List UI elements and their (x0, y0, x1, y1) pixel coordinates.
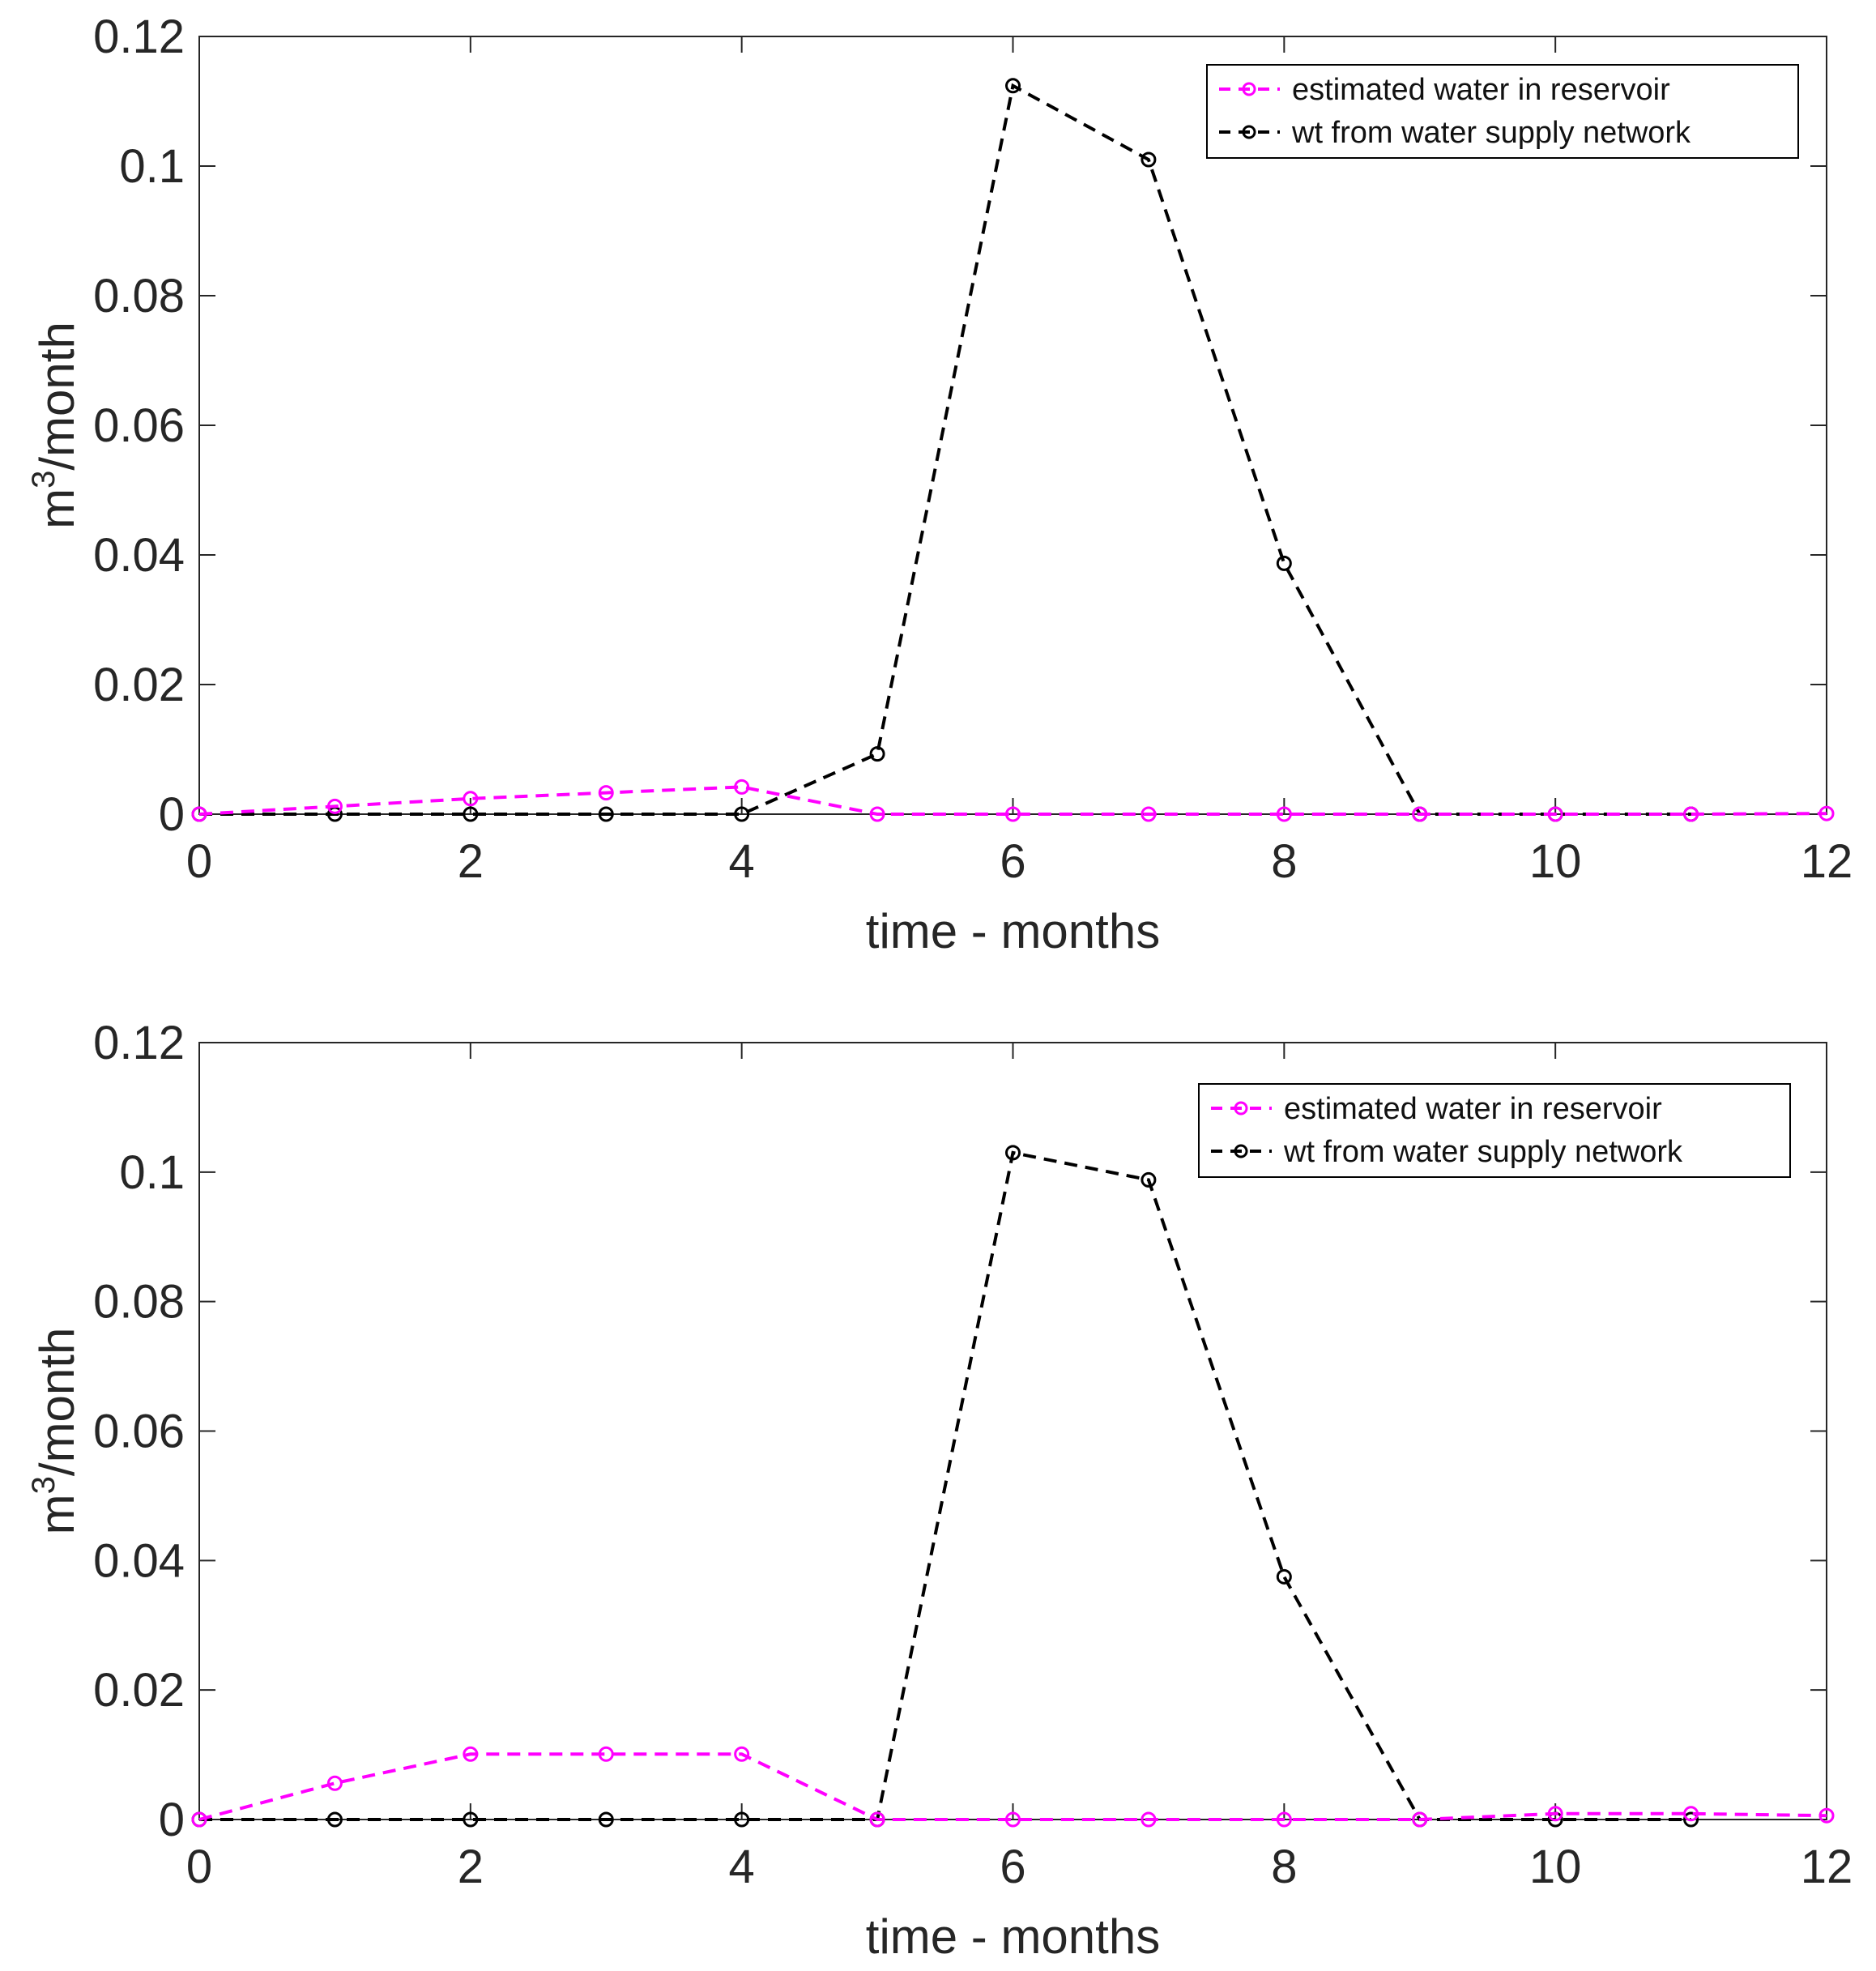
y-tick-label: 0.08 (93, 270, 185, 322)
x-tick-label: 4 (729, 1841, 755, 1893)
y-tick-label: 0.12 (93, 1017, 185, 1069)
data-point (598, 785, 614, 801)
y-axis-label-base: m (30, 488, 84, 529)
x-tick-label: 12 (1801, 835, 1853, 888)
data-point (1818, 1807, 1835, 1824)
data-point (326, 1811, 343, 1828)
data-point (869, 1811, 885, 1828)
legend: estimated water in reservoir wt from wate… (1198, 1083, 1791, 1178)
x-axis-label: time - months (866, 904, 1160, 958)
y-tick-label: 0.04 (93, 529, 185, 582)
data-point (1141, 1811, 1157, 1828)
series-line-2 (199, 1150, 1691, 1821)
data-point (1412, 1811, 1428, 1828)
legend: estimated water in reservoir wt from wate… (1206, 64, 1799, 159)
y-tick-label: 0.06 (93, 399, 185, 452)
series-line-2 (199, 83, 1691, 816)
series-line-1 (198, 785, 1827, 816)
y-tick-label: 0.12 (93, 11, 185, 63)
y-tick-label: 0.02 (93, 659, 185, 711)
y-axis-label: m3/month (26, 322, 84, 529)
data-point (1683, 1806, 1699, 1822)
x-tick-label: 10 (1529, 835, 1582, 888)
y-tick-label: 0 (159, 1794, 185, 1846)
data-point (1683, 1811, 1699, 1828)
data-point (1005, 78, 1021, 94)
data-point (1005, 1145, 1021, 1161)
legend-box (1198, 1083, 1791, 1178)
x-tick-label: 2 (458, 1841, 484, 1893)
data-point (1276, 555, 1292, 571)
y-axis-label-base: m (30, 1494, 84, 1534)
x-tick-label: 12 (1801, 1841, 1853, 1893)
data-point (1141, 806, 1157, 822)
legend-entry-2: wt from water supply network (1283, 1135, 1683, 1169)
data-point (1547, 1806, 1563, 1822)
y-tick-label: 0.1 (119, 140, 185, 193)
data-point (734, 806, 750, 822)
data-point (463, 1811, 479, 1828)
data-point (598, 1746, 614, 1762)
x-tick-label: 0 (186, 1841, 212, 1893)
legend-marker-1 (1242, 82, 1256, 96)
x-tick-label: 8 (1271, 835, 1297, 888)
y-tick-label: 0.08 (93, 1276, 185, 1329)
legend-entry-1: estimated water in reservoir (1292, 73, 1670, 107)
legend-marker-2 (1242, 125, 1256, 139)
data-point (1276, 1568, 1292, 1585)
legend-marker-2 (1234, 1144, 1248, 1158)
data-point (598, 806, 614, 822)
data-point (869, 806, 885, 822)
y-tick-label: 0 (159, 788, 185, 841)
y-axis-label: m3/month (26, 1328, 84, 1535)
legend-entry-2: wt from water supply network (1291, 116, 1691, 150)
data-point (463, 806, 479, 822)
x-tick-label: 6 (1000, 1841, 1025, 1893)
x-tick-label: 4 (729, 835, 755, 888)
data-point (1818, 805, 1835, 821)
data-point (1683, 806, 1699, 822)
y-tick-label: 0.02 (93, 1664, 185, 1717)
series-line-1 (198, 1752, 1827, 1821)
data-point (1412, 806, 1428, 822)
data-point (1141, 1171, 1157, 1188)
data-point (1005, 806, 1021, 822)
data-point (326, 798, 343, 814)
data-point (869, 746, 885, 762)
data-point (734, 779, 750, 795)
data-point (1276, 806, 1292, 822)
y-axis-label-tail: /month (30, 1328, 84, 1476)
legend-marker-1 (1234, 1101, 1248, 1116)
x-axis-label: time - months (866, 1909, 1160, 1964)
x-tick-label: 2 (458, 835, 484, 888)
data-point (326, 1775, 343, 1791)
x-tick-label: 8 (1271, 1841, 1297, 1893)
y-axis-label-superscript: 3 (26, 471, 62, 488)
legend-box (1206, 64, 1799, 159)
y-tick-label: 0.06 (93, 1406, 185, 1458)
x-tick-label: 6 (1000, 835, 1025, 888)
data-point (191, 806, 207, 822)
y-axis-label-tail: /month (30, 322, 84, 470)
data-point (1547, 806, 1563, 822)
data-point (1141, 151, 1157, 168)
chart-panel-1: 0 0.02 0.04 0.06 0.08 0.1 0.12 0 2 4 6 8 10 12 time - … (26, 11, 1853, 958)
data-point (734, 1811, 750, 1828)
y-tick-label: 0.1 (119, 1146, 185, 1199)
x-tick-label: 10 (1529, 1841, 1582, 1893)
y-tick-label: 0.04 (93, 1534, 185, 1587)
data-point (463, 791, 479, 807)
data-point (734, 1746, 750, 1762)
data-point (1276, 1811, 1292, 1828)
chart-panel-2: 0 0.02 0.04 0.06 0.08 0.1 0.12 0 2 4 6 8 10 12 time - … (26, 1017, 1853, 1964)
data-point (598, 1811, 614, 1828)
data-point (463, 1746, 479, 1762)
legend-entry-1: estimated water in reservoir (1284, 1092, 1662, 1126)
data-point (191, 1811, 207, 1828)
data-point (1005, 1811, 1021, 1828)
x-tick-label: 0 (186, 835, 212, 888)
y-axis-label-superscript: 3 (26, 1476, 62, 1494)
